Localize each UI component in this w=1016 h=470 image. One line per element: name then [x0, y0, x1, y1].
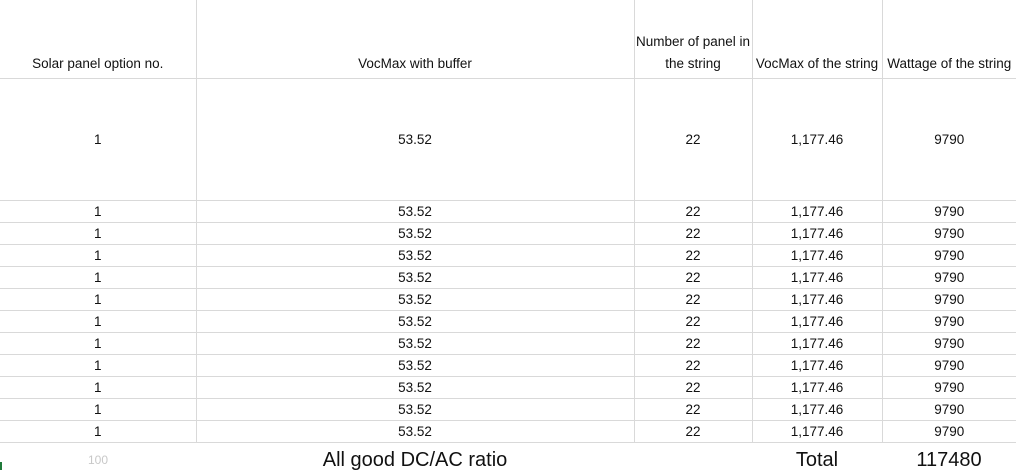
- cell-wattage[interactable]: 9790: [882, 222, 1016, 245]
- table-row: 1 53.52 22 1,177.46 9790: [0, 288, 1016, 311]
- cell-resize-handle[interactable]: [0, 462, 2, 470]
- cell-wattage[interactable]: 9790: [882, 376, 1016, 399]
- table-row: 1 53.52 22 1,177.46 9790: [0, 78, 1016, 201]
- cell-panels[interactable]: 22: [634, 376, 753, 399]
- cell-vocmax[interactable]: 53.52: [196, 376, 635, 399]
- cell-panels[interactable]: 22: [634, 398, 753, 421]
- cell-vocmax[interactable]: 53.52: [196, 244, 635, 267]
- table-row: 1 53.52 22 1,177.46 9790: [0, 310, 1016, 333]
- table-row: 1 53.52 22 1,177.46 9790: [0, 200, 1016, 223]
- empty-cell[interactable]: [634, 443, 752, 470]
- cell-panels[interactable]: 22: [634, 332, 753, 355]
- cell-option[interactable]: 1: [0, 244, 197, 267]
- cell-panels[interactable]: 22: [634, 222, 753, 245]
- cell-vocstring[interactable]: 1,177.46: [752, 78, 883, 201]
- cell-panels[interactable]: 22: [634, 288, 753, 311]
- cell-wattage[interactable]: 9790: [882, 266, 1016, 289]
- cell-panels[interactable]: 22: [634, 244, 753, 267]
- cell-vocmax[interactable]: 53.52: [196, 398, 635, 421]
- table-row: 1 53.52 22 1,177.46 9790: [0, 244, 1016, 267]
- cell-wattage[interactable]: 9790: [882, 78, 1016, 201]
- summary-row: 100 All good DC/AC ratio Total 117480: [0, 443, 1016, 470]
- cell-vocstring[interactable]: 1,177.46: [752, 244, 883, 267]
- cell-option[interactable]: 1: [0, 266, 197, 289]
- cell-panels[interactable]: 22: [634, 78, 753, 201]
- cell-vocstring[interactable]: 1,177.46: [752, 310, 883, 333]
- cell-panels[interactable]: 22: [634, 310, 753, 333]
- header-cell-option[interactable]: Solar panel option no.: [0, 0, 197, 79]
- table-row: 1 53.52 22 1,177.46 9790: [0, 420, 1016, 443]
- cell-wattage[interactable]: 9790: [882, 200, 1016, 223]
- cell-wattage[interactable]: 9790: [882, 288, 1016, 311]
- cell-panels[interactable]: 22: [634, 266, 753, 289]
- cell-vocmax[interactable]: 53.52: [196, 332, 635, 355]
- cell-vocstring[interactable]: 1,177.46: [752, 332, 883, 355]
- header-cell-vocmax[interactable]: VocMax with buffer: [196, 0, 635, 79]
- cell-wattage[interactable]: 9790: [882, 354, 1016, 377]
- cell-wattage[interactable]: 9790: [882, 398, 1016, 421]
- faint-value-cell[interactable]: 100: [87, 453, 109, 467]
- cell-vocmax[interactable]: 53.52: [196, 200, 635, 223]
- cell-vocmax[interactable]: 53.52: [196, 288, 635, 311]
- cell-panels[interactable]: 22: [634, 354, 753, 377]
- header-row: Solar panel option no. VocMax with buffe…: [0, 0, 1016, 79]
- cell-vocmax[interactable]: 53.52: [196, 266, 635, 289]
- table-row: 1 53.52 22 1,177.46 9790: [0, 266, 1016, 289]
- cell-vocstring[interactable]: 1,177.46: [752, 200, 883, 223]
- cell-vocstring[interactable]: 1,177.46: [752, 376, 883, 399]
- table-row: 1 53.52 22 1,177.46 9790: [0, 398, 1016, 421]
- cell-vocstring[interactable]: 1,177.46: [752, 354, 883, 377]
- cell-panels[interactable]: 22: [634, 420, 753, 443]
- total-label[interactable]: Total: [795, 448, 839, 470]
- cell-option[interactable]: 1: [0, 222, 197, 245]
- cell-vocstring[interactable]: 1,177.46: [752, 420, 883, 443]
- table-row: 1 53.52 22 1,177.46 9790: [0, 376, 1016, 399]
- cell-option[interactable]: 1: [0, 78, 197, 201]
- cell-vocmax[interactable]: 53.52: [196, 354, 635, 377]
- cell-vocmax[interactable]: 53.52: [196, 310, 635, 333]
- table-row: 1 53.52 22 1,177.46 9790: [0, 332, 1016, 355]
- cell-vocstring[interactable]: 1,177.46: [752, 266, 883, 289]
- cell-vocmax[interactable]: 53.52: [196, 78, 635, 201]
- cell-option[interactable]: 1: [0, 398, 197, 421]
- cell-vocstring[interactable]: 1,177.46: [752, 288, 883, 311]
- table-row: 1 53.52 22 1,177.46 9790: [0, 222, 1016, 245]
- cell-panels[interactable]: 22: [634, 200, 753, 223]
- table-row: 1 53.52 22 1,177.46 9790: [0, 354, 1016, 377]
- cell-option[interactable]: 1: [0, 200, 197, 223]
- dc-ac-ratio-status[interactable]: All good DC/AC ratio: [322, 448, 508, 470]
- cell-wattage[interactable]: 9790: [882, 420, 1016, 443]
- header-cell-vocstring[interactable]: VocMax of the string: [752, 0, 883, 79]
- cell-option[interactable]: 1: [0, 354, 197, 377]
- total-value[interactable]: 117480: [916, 448, 982, 470]
- cell-option[interactable]: 1: [0, 332, 197, 355]
- cell-option[interactable]: 1: [0, 288, 197, 311]
- cell-wattage[interactable]: 9790: [882, 244, 1016, 267]
- cell-wattage[interactable]: 9790: [882, 332, 1016, 355]
- cell-wattage[interactable]: 9790: [882, 310, 1016, 333]
- cell-vocmax[interactable]: 53.52: [196, 420, 635, 443]
- cell-vocstring[interactable]: 1,177.46: [752, 222, 883, 245]
- cell-vocmax[interactable]: 53.52: [196, 222, 635, 245]
- cell-vocstring[interactable]: 1,177.46: [752, 398, 883, 421]
- cell-option[interactable]: 1: [0, 310, 197, 333]
- cell-option[interactable]: 1: [0, 376, 197, 399]
- cell-option[interactable]: 1: [0, 420, 197, 443]
- header-cell-wattage[interactable]: Wattage of the string: [882, 0, 1016, 79]
- header-cell-panels[interactable]: Number of panel in the string: [634, 0, 753, 79]
